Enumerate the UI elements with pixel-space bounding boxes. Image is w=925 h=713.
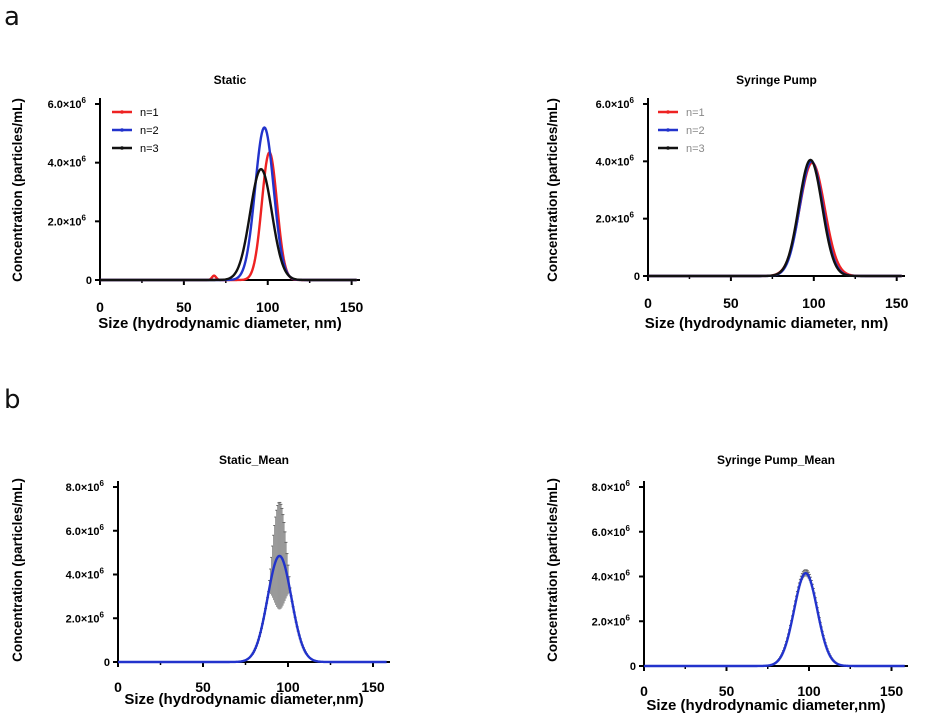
y-tick-label: 2.0×106 — [592, 613, 631, 628]
y-axis-label: Concentration (particles/mL) — [545, 98, 560, 282]
y-tick-label: 4.0×106 — [66, 567, 105, 582]
x-tick-label: 50 — [723, 295, 739, 311]
y-tick-label: 2.0×106 — [48, 213, 87, 228]
y-tick-label: 6.0×106 — [48, 96, 87, 111]
legend-label: n=3 — [686, 143, 705, 155]
legend-marker — [666, 110, 670, 114]
x-tick-label: 150 — [880, 683, 904, 699]
x-tick-label: 0 — [96, 299, 104, 315]
y-tick-label: 4.0×106 — [592, 569, 631, 584]
x-tick-label: 150 — [361, 679, 385, 695]
x-tick-label: 100 — [802, 295, 826, 311]
x-tick-label: 100 — [276, 679, 300, 695]
x-axis-label: Size (hydrodynamic diameter, nm) — [645, 315, 888, 332]
panel-label-a: a — [4, 2, 20, 32]
series-line-n3 — [99, 167, 358, 282]
legend-label: n=2 — [140, 125, 159, 137]
y-axis-label: Concentration (particles/mL) — [10, 478, 25, 662]
y-tick-label: 4.0×106 — [596, 153, 635, 168]
legend-marker — [666, 146, 670, 150]
y-tick-label: 2.0×106 — [66, 610, 105, 625]
y-tick-label: 2.0×106 — [596, 211, 635, 226]
y-tick-label: 6.0×106 — [66, 523, 105, 538]
x-axis-label: Size (hydrodynamic diameter,nm) — [646, 697, 885, 713]
y-tick-label: 0 — [634, 271, 640, 283]
y-tick-label: 6.0×106 — [592, 524, 631, 539]
legend-label: n=1 — [140, 107, 159, 119]
chart-title: Syringe Pump — [736, 73, 817, 87]
y-tick-label: 0 — [86, 275, 92, 287]
y-tick-label: 8.0×106 — [66, 479, 105, 494]
series-line-mean — [643, 571, 906, 668]
y-tick-label: 8.0×106 — [592, 479, 631, 494]
series-line-n1 — [99, 151, 358, 282]
x-tick-label: 150 — [340, 299, 364, 315]
y-tick-label: 0 — [104, 657, 110, 669]
x-tick-label: 50 — [719, 683, 735, 699]
series-line-n1 — [647, 161, 903, 278]
x-tick-label: 0 — [644, 295, 652, 311]
series-line-n2 — [647, 160, 903, 278]
legend-marker — [666, 128, 670, 132]
x-tick-label: 50 — [195, 679, 211, 695]
legend-marker — [120, 110, 124, 114]
chart-title: Static_Mean — [219, 453, 289, 467]
y-axis-label: Concentration (particles/mL) — [10, 98, 25, 282]
chart-syringe-pump-mean: Syringe Pump_Mean 0 50 100 150 0 2.0×106 4.0×10… — [545, 453, 908, 713]
chart-title: Syringe Pump_Mean — [717, 453, 835, 467]
chart-title: Static — [214, 73, 247, 87]
series-line-n2 — [99, 126, 358, 282]
y-tick-label: 0 — [630, 661, 636, 673]
x-axis-label: Size (hydrodynamic diameter,nm) — [124, 691, 363, 708]
chart-static: Static 0 50 100 150 0 2.0×106 4.0×106 6.0×106 Siz… — [10, 73, 364, 332]
legend-marker — [120, 146, 124, 150]
x-tick-label: 0 — [640, 683, 648, 699]
chart-syringe-pump: Syringe Pump 0 50 100 150 0 2.0×106 4.0×106 6.0×… — [545, 73, 909, 332]
x-tick-label: 0 — [114, 679, 122, 695]
x-tick-label: 100 — [256, 299, 280, 315]
y-tick-label: 4.0×106 — [48, 155, 87, 170]
x-axis-label: Size (hydrodynamic diameter, nm) — [98, 315, 341, 332]
x-tick-label: 150 — [885, 295, 909, 311]
legend-label: n=1 — [686, 107, 705, 119]
chart-static-mean: Static_Mean 0 50 100 150 0 2.0×106 4.0×106 6.0×1… — [10, 453, 390, 708]
panel-label-b: b — [4, 385, 21, 415]
x-tick-label: 50 — [176, 299, 192, 315]
series-line-n3 — [647, 158, 903, 278]
legend-label: n=2 — [686, 125, 705, 137]
y-tick-label: 6.0×106 — [596, 96, 635, 111]
series-line-mean — [117, 554, 387, 664]
legend-label: n=3 — [140, 143, 159, 155]
legend-marker — [120, 128, 124, 132]
y-axis-label: Concentration (particles/mL) — [545, 478, 560, 662]
x-tick-label: 100 — [797, 683, 821, 699]
